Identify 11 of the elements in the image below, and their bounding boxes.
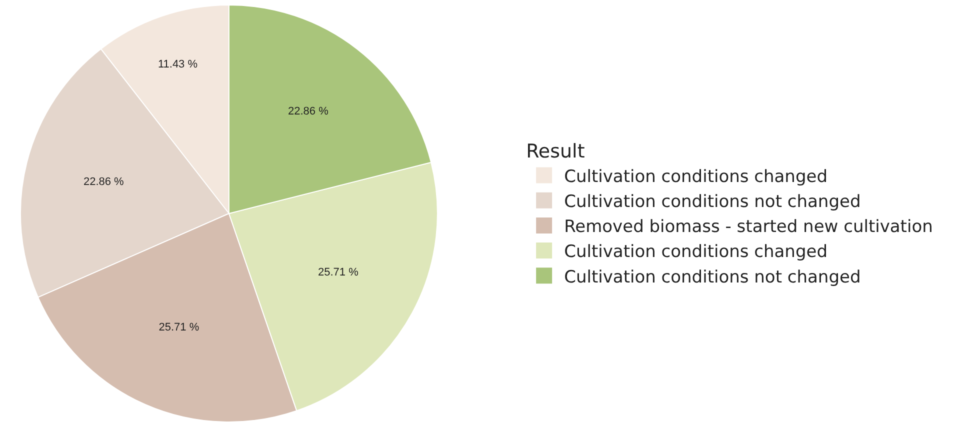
data-label: 22.86 % xyxy=(83,176,124,188)
legend-title: Result xyxy=(526,140,585,163)
legend-label: Removed biomass - started new cultivation xyxy=(564,217,933,238)
data-label: 25.71 % xyxy=(318,266,359,279)
legend-label: Cultivation conditions not changed xyxy=(564,267,861,288)
legend-label: Cultivation conditions changed xyxy=(564,166,828,187)
legend-label: Cultivation conditions not changed xyxy=(564,192,861,212)
data-label: 11.43 % xyxy=(158,58,198,71)
data-label: 22.86 % xyxy=(288,106,329,118)
legend-label: Cultivation conditions changed xyxy=(564,242,828,262)
data-label: 25.71 % xyxy=(158,321,200,334)
